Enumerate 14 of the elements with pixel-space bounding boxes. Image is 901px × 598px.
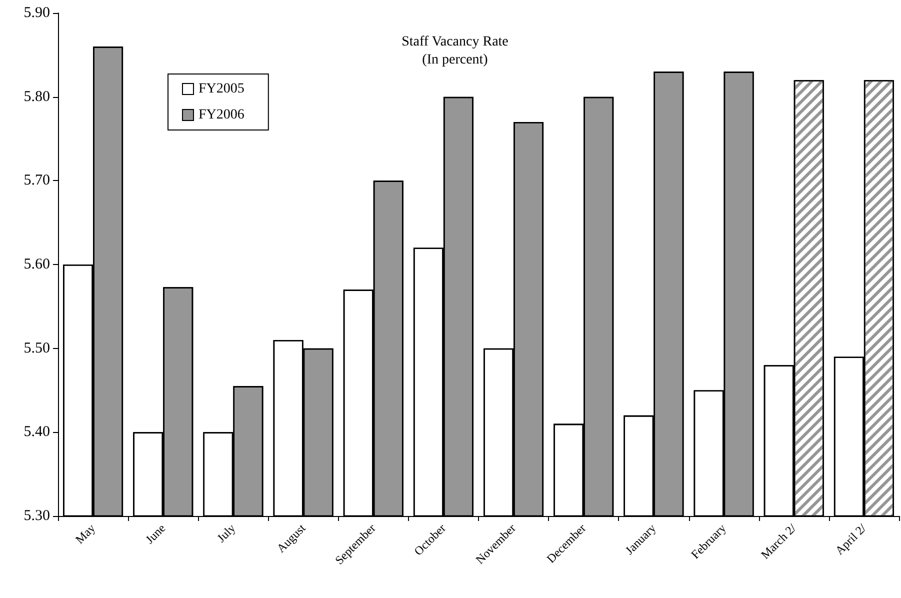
y-tick-label: 5.60 xyxy=(24,256,50,272)
y-tick-label: 5.30 xyxy=(24,508,50,524)
y-tick-label: 5.40 xyxy=(24,424,50,440)
legend-label: FY2005 xyxy=(198,82,244,96)
text: (In percent) xyxy=(422,52,488,68)
x-tick-label: May xyxy=(72,521,98,546)
text: Staff Vacancy Rate xyxy=(402,34,508,50)
y-tick-label: 5.80 xyxy=(24,88,50,105)
legend-label: FY2006 xyxy=(198,108,244,122)
x-tick-label: June xyxy=(142,521,168,546)
y-tick-label: 5.90 xyxy=(24,5,50,21)
x-tick-label: July xyxy=(214,521,238,546)
y-tick-label: 5.50 xyxy=(24,340,50,356)
y-tick-label: 5.70 xyxy=(24,172,50,189)
